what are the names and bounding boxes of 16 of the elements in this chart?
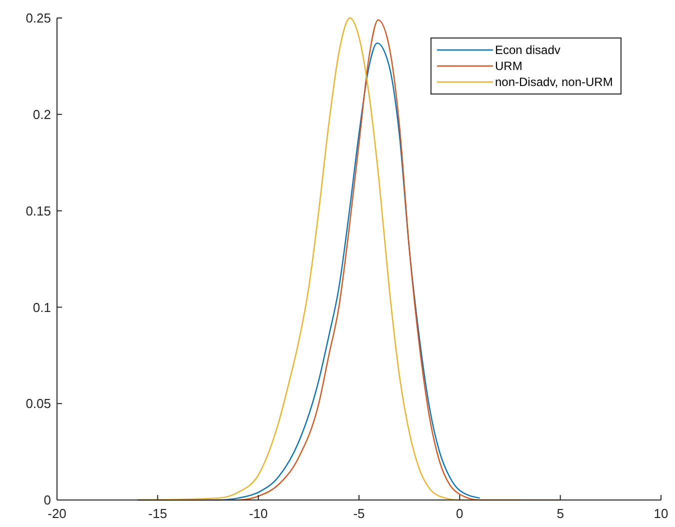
legend-label: URM	[495, 59, 522, 74]
x-tick-label: 10	[654, 506, 668, 521]
y-tick-label: 0.15	[26, 203, 51, 218]
x-tick-label: -10	[248, 506, 268, 521]
legend-label: Econ disadv	[495, 43, 560, 58]
x-tick-label: -5	[353, 506, 365, 521]
x-tick-label: -15	[148, 506, 168, 521]
x-tick-label: 5	[556, 506, 564, 521]
legend-label: non-Disadv, non-URM	[495, 75, 613, 90]
x-tick-label: 0	[456, 506, 464, 521]
y-tick-label: 0.2	[32, 106, 51, 122]
y-tick-label: 0	[44, 492, 51, 508]
x-tick-label: -20	[48, 506, 66, 521]
y-tick-label: 0.25	[26, 10, 51, 26]
y-tick-label: 0.05	[26, 396, 51, 412]
y-tick-label: 0.1	[32, 300, 51, 315]
